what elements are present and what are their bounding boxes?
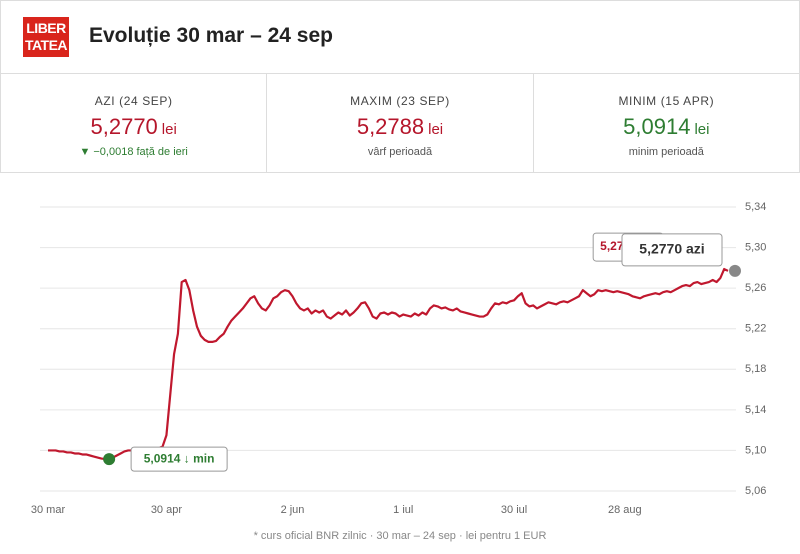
last-marker (729, 264, 741, 277)
min-marker (103, 453, 116, 466)
value: 5,2788 (356, 114, 425, 139)
stat-value: 5,0914 lei (534, 114, 799, 140)
min-label-box (130, 446, 228, 472)
line (48, 267, 729, 461)
y-tick-label: 5,14 (745, 404, 766, 416)
stat-label: MINIM (15 APR) (618, 94, 715, 108)
logo-bottom: TATEA (24, 37, 68, 53)
title: Evoluție 30 mar – 24 sep (89, 24, 333, 47)
y-tick-label: 5,18 (745, 363, 766, 375)
last-label-box (621, 233, 723, 267)
y-tick-label: 5,22 (745, 323, 766, 335)
y-tick-label: 5,06 (745, 485, 766, 497)
unit: lei (694, 121, 710, 138)
stat-label: AZI (24 SEP) (94, 94, 173, 108)
stat-value: 5,2788 lei (267, 114, 532, 140)
header: LIBER TATEA Evoluție 30 mar – 24 sep (0, 0, 800, 74)
logo: LIBER TATEA (23, 17, 69, 57)
y-tick-label: 5,34 (745, 201, 766, 213)
x-tick-label: 30 iul (501, 504, 527, 516)
stat-label: MAXIM (23 SEP) (350, 94, 450, 108)
value: 5,2770 (90, 114, 158, 139)
stat-note: minim perioadă (628, 146, 704, 158)
min-label: 5,0914 ↓ min (144, 451, 215, 465)
y-tick-label: 5,30 (745, 241, 766, 253)
last-label: 5,2770 azi (639, 241, 704, 257)
stat-value: 5,2770 lei (1, 114, 266, 140)
x-tick-label: 1 iul (393, 504, 413, 516)
x-tick-label: 28 aug (608, 504, 642, 516)
stat: AZI (24 SEP) 5,2770 lei ▼ −0,0018 față de i… (1, 73, 268, 172)
value: 5,0914 (623, 114, 691, 139)
footnote: * curs oficial BNR zilnic · 30 mar – 24 … (253, 530, 547, 542)
stat: MINIM (15 APR) 5,0914 lei minim perioadă (534, 73, 799, 172)
x-tick-label: 2 jun (281, 504, 305, 516)
stat: MAXIM (23 SEP) 5,2788 lei vârf perioadă (267, 73, 534, 172)
logo-top: LIBER (26, 20, 66, 36)
stats: AZI (24 SEP) 5,2770 lei ▼ −0,0018 față de i… (0, 73, 800, 173)
unit: lei (161, 121, 177, 138)
x-tick-label: 30 mar (31, 504, 66, 516)
stat-note: vârf perioadă (367, 146, 433, 158)
x-tick-label: 30 apr (151, 504, 183, 516)
unit: lei (428, 121, 444, 138)
y-tick-label: 5,10 (745, 444, 766, 456)
y-tick-label: 5,26 (745, 282, 766, 294)
stat-note: ▼ −0,0018 față de ieri (79, 146, 188, 158)
